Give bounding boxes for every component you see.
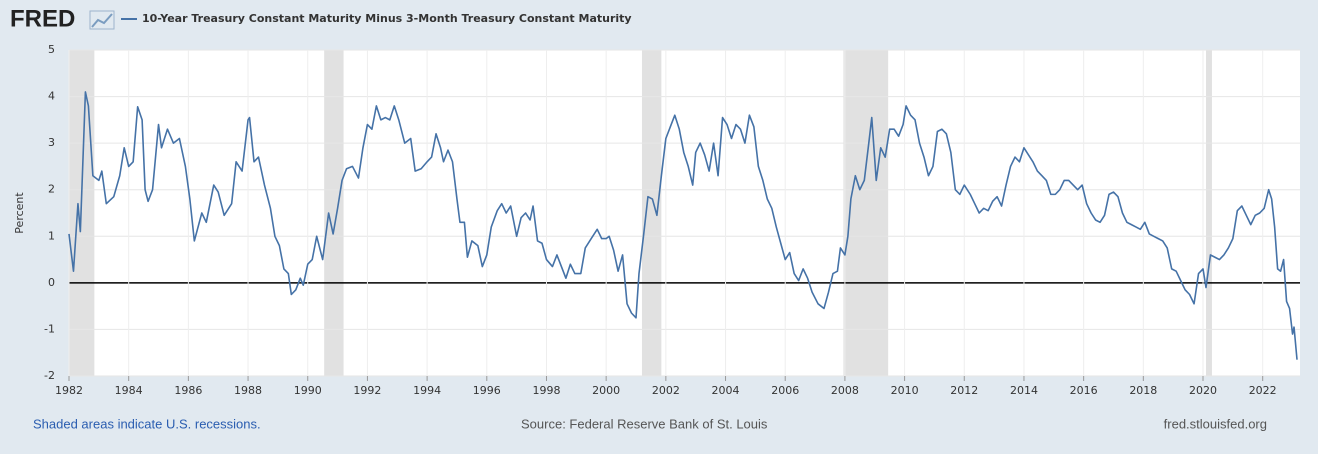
logo: FRED — [10, 5, 75, 32]
x-tick-label: 2016 — [1070, 384, 1098, 397]
y-tick-label: 2 — [48, 183, 55, 196]
logo-icon — [91, 13, 113, 28]
plot-area — [69, 50, 1300, 376]
y-tick-label: 5 — [48, 43, 55, 56]
x-tick-label: 2004 — [712, 384, 740, 397]
y-tick-label: 1 — [48, 229, 55, 242]
y-tick-label: 4 — [48, 90, 55, 103]
x-tick-label: 1986 — [174, 384, 202, 397]
x-tick-label: 1984 — [115, 384, 143, 397]
logo-frame — [89, 10, 115, 30]
x-tick-label: 2008 — [831, 384, 859, 397]
x-tick-label: 2020 — [1189, 384, 1217, 397]
y-axis-label: Percent — [13, 192, 26, 234]
x-tick-label: 2014 — [1010, 384, 1038, 397]
x-tick-label: 1988 — [234, 384, 262, 397]
x-tick-label: 1992 — [353, 384, 381, 397]
x-tick-label: 2000 — [592, 384, 620, 397]
recession-band — [324, 50, 344, 376]
y-tick-label: -1 — [44, 322, 55, 335]
plot — [68, 49, 1300, 377]
x-tick-label: 1998 — [532, 384, 560, 397]
y-tick-label: 0 — [48, 276, 55, 289]
recession-note[interactable]: Shaded areas indicate U.S. recessions. — [33, 416, 261, 431]
x-tick-label: 1982 — [55, 384, 83, 397]
x-tick-label: 2012 — [950, 384, 978, 397]
x-tick-label: 1996 — [473, 384, 501, 397]
x-tick-label: 2006 — [771, 384, 799, 397]
x-tick-label: 2018 — [1129, 384, 1157, 397]
site[interactable]: fred.stlouisfed.org — [1164, 416, 1267, 431]
x-tick-label: 1994 — [413, 384, 441, 397]
source: Source: Federal Reserve Bank of St. Loui… — [521, 416, 768, 431]
recession-band — [843, 50, 889, 376]
x-tick-label: 2022 — [1249, 384, 1277, 397]
y-tick-label: -2 — [44, 369, 55, 382]
recession-band — [641, 50, 662, 376]
legend-label: 10-Year Treasury Constant Maturity Minus… — [142, 12, 632, 25]
legend: 10-Year Treasury Constant Maturity Minus… — [121, 12, 632, 25]
series-line — [68, 91, 1298, 360]
recession-band — [1205, 50, 1212, 376]
y-tick-label: 3 — [48, 136, 55, 149]
x-tick-label: 1990 — [294, 384, 322, 397]
x-tick-label: 2002 — [652, 384, 680, 397]
x-tick-label: 2010 — [891, 384, 919, 397]
